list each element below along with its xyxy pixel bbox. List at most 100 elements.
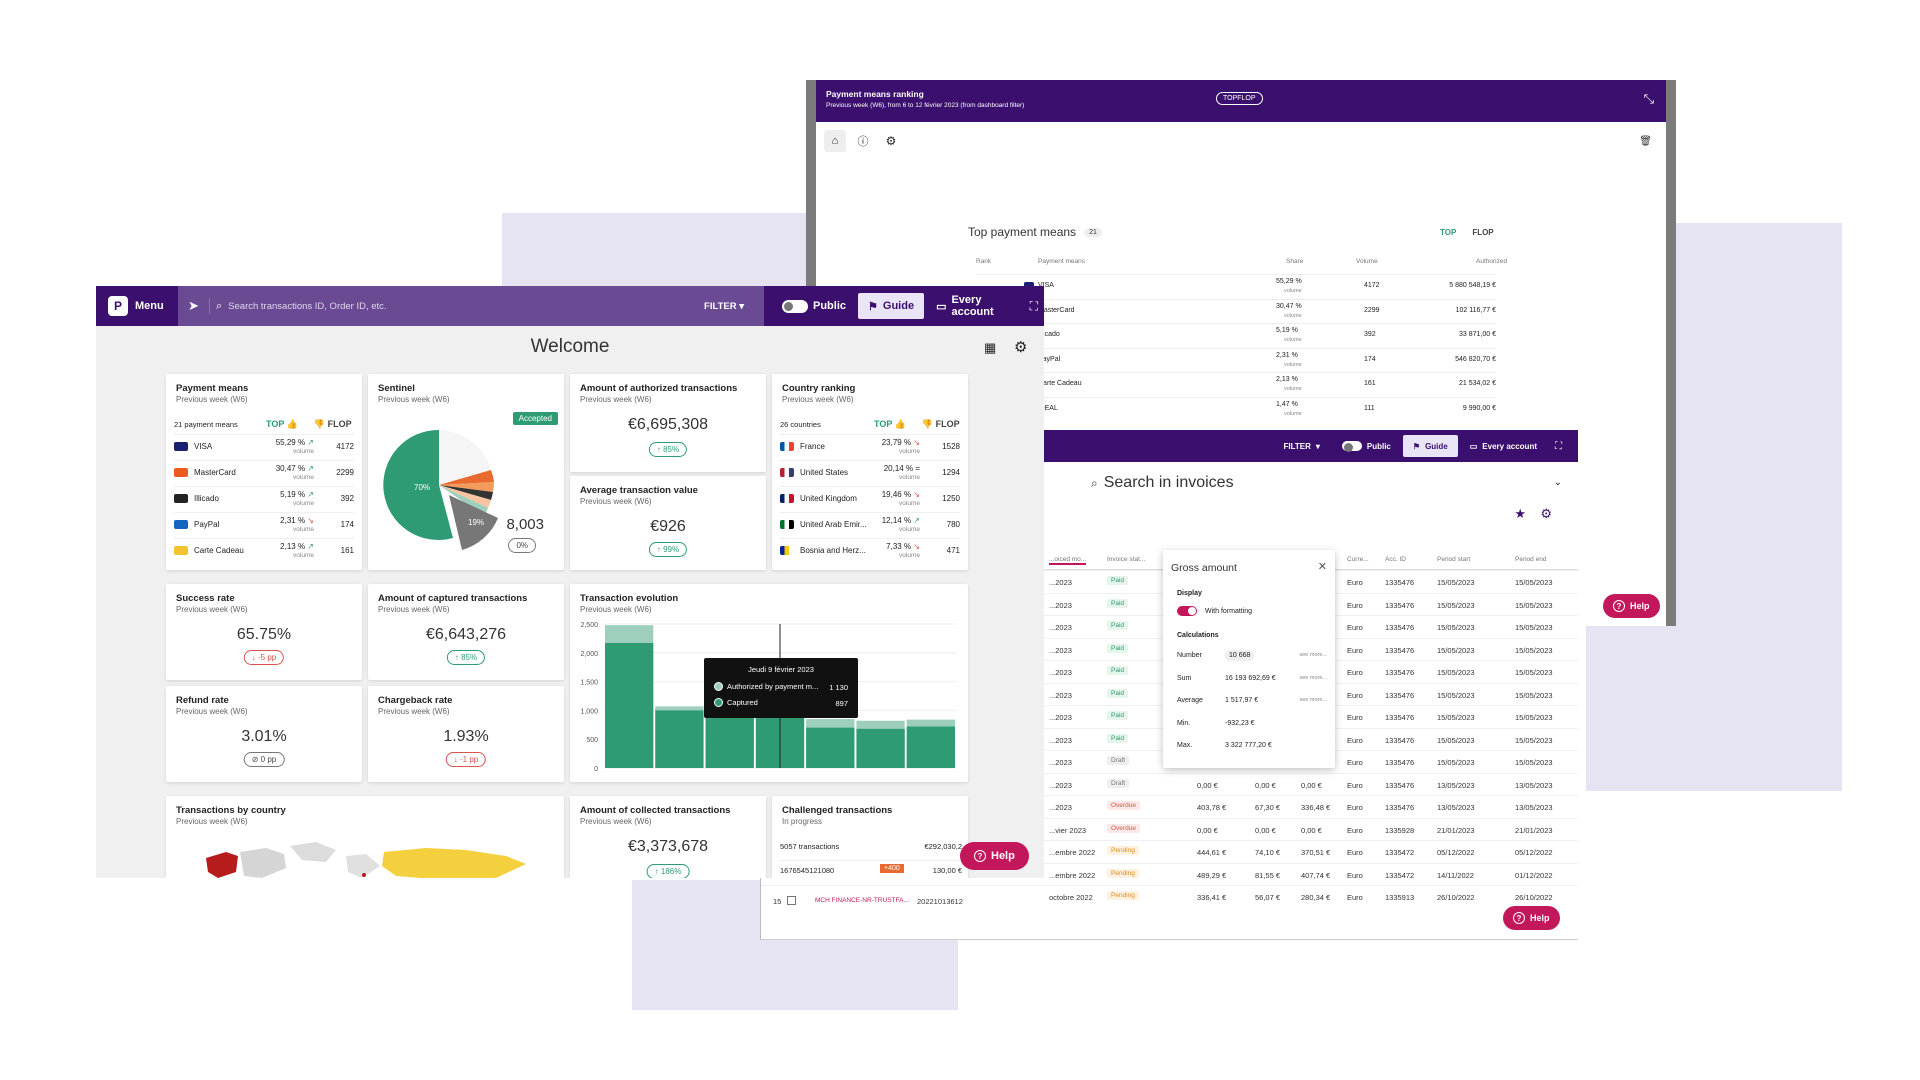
ranking-row[interactable]: PayPal 2,31 % volume 174 546 820,70 € bbox=[976, 347, 1496, 372]
payment-means-row[interactable]: MasterCard 30,47 % ↗ volume 2299 bbox=[174, 460, 354, 484]
card-title: Success rate bbox=[176, 593, 235, 604]
display-label: Display bbox=[1177, 590, 1202, 597]
refund-rate-card[interactable]: Refund rate Previous week (W6) 3.01% ⊘ 0… bbox=[166, 686, 362, 782]
payment-means-row[interactable]: Carte Cadeau 2,13 % ↗ volume 161 bbox=[174, 538, 354, 562]
trend-icon: ↗ bbox=[305, 489, 314, 499]
home-icon[interactable]: ⌂ bbox=[824, 130, 846, 152]
see-more-link[interactable]: see more... bbox=[1299, 652, 1327, 658]
transactions-by-country-card[interactable]: Transactions by country Previous week (W… bbox=[166, 796, 564, 878]
change-pill: ↓ -1 pp bbox=[445, 752, 487, 767]
calendar-icon[interactable]: ▦ bbox=[984, 340, 997, 355]
challenged-amount: €292,030,2 bbox=[924, 842, 962, 851]
filter-button[interactable]: FILTER ▾ bbox=[704, 300, 744, 312]
search-bar[interactable]: ➤ ⌕ Search transactions ID, Order ID, et… bbox=[178, 286, 764, 326]
close-icon[interactable]: ✕ bbox=[1317, 561, 1327, 573]
ranking-row[interactable]: Carte Cadeau 2,13 % volume 161 21 534,02 € bbox=[976, 372, 1496, 396]
card-title: Chargeback rate bbox=[378, 695, 453, 706]
invoice-row[interactable]: ...embre 2022 Pending 489,29 €81,55 €407,7… bbox=[761, 862, 1578, 886]
ranking-panel-title: Top payment means 21 bbox=[968, 225, 1102, 239]
ranking-row[interactable]: MasterCard 30,47 % volume 2299 102 116,77 € bbox=[976, 298, 1496, 323]
fullscreen-icon[interactable]: ⛶ bbox=[1555, 440, 1562, 452]
checkbox[interactable] bbox=[787, 896, 796, 905]
collected-amount-card[interactable]: Amount of collected transactions Previou… bbox=[570, 796, 766, 878]
public-toggle[interactable]: Public bbox=[772, 293, 856, 319]
invoice-row[interactable]: ...2023 Draft 0,00 €0,00 €0,00 € Euro 133547… bbox=[761, 772, 1578, 796]
top-flop-toggle[interactable]: TOP 👍 👎 FLOP bbox=[874, 419, 960, 429]
payment-means-row[interactable]: PayPal 2,31 % ↘ volume 174 bbox=[174, 512, 354, 536]
country-row[interactable]: United States 20,14 % = volume 1294 bbox=[780, 460, 960, 484]
y-tick-label: 500 bbox=[586, 737, 598, 744]
search-input[interactable]: Search transactions ID, Order ID, etc. bbox=[228, 300, 387, 312]
country-ranking-card[interactable]: Country ranking Previous week (W6) 26 co… bbox=[772, 374, 968, 570]
top-flop-toggle[interactable]: TOP 👍 👎 FLOP bbox=[266, 419, 352, 429]
gear-icon[interactable]: ⚙ bbox=[1014, 339, 1028, 356]
invoice-row[interactable]: ...embre 2022 Pending 444,61 €74,10 €370,5… bbox=[761, 840, 1578, 863]
card-title: Transactions by country bbox=[176, 805, 286, 816]
chevron-down-icon[interactable]: ⌄ bbox=[1553, 477, 1562, 488]
fullscreen-icon[interactable]: ⛶ bbox=[1029, 298, 1038, 313]
transaction-evolution-card[interactable]: Transaction evolution Previous week (W6)… bbox=[570, 584, 968, 782]
ranking-row[interactable]: Illicado 5,19 % volume 392 33 871,00 € bbox=[976, 323, 1496, 347]
bar-captured bbox=[806, 727, 855, 768]
flag-icon: ⚑ bbox=[1412, 441, 1421, 451]
country-row[interactable]: Bosnia and Herz... 7,33 % ↘ volume 471 bbox=[780, 538, 960, 562]
invoice-row[interactable]: octobre 2022 Pending 336,41 €56,07 €280,34… bbox=[761, 885, 1578, 908]
trend-icon: ↘ bbox=[911, 437, 920, 447]
menu-button[interactable]: P Menu bbox=[96, 286, 176, 326]
send-icon[interactable]: ➤ bbox=[178, 298, 210, 314]
invoice-search[interactable]: ⌕ Search in invoices bbox=[1091, 474, 1234, 491]
public-toggle[interactable]: Public bbox=[1332, 433, 1401, 459]
guide-button[interactable]: ⚑ Guide bbox=[858, 293, 925, 319]
world-map bbox=[206, 842, 526, 878]
country-row[interactable]: United Kingdom 19,46 % ↘ volume 1250 bbox=[780, 486, 960, 510]
help-button[interactable]: ? Help bbox=[960, 842, 1029, 870]
account-selector[interactable]: ▭ Every account bbox=[936, 294, 994, 318]
invoice-row[interactable]: ...vier 2023 Overdue 0,00 €0,00 €0,00 € Eur… bbox=[761, 817, 1578, 841]
country-row[interactable]: United Arab Emir... 12,14 % ↗ volume 780 bbox=[780, 512, 960, 536]
authorized-amount-card[interactable]: Amount of authorized transactions Previo… bbox=[570, 374, 766, 472]
invoice-row[interactable]: ...2023 Overdue 403,78 €67,30 €336,48 € Eur… bbox=[761, 795, 1578, 818]
card-subtitle: Previous week (W6) bbox=[378, 605, 450, 614]
captured-amount-card[interactable]: Amount of captured transactions Previous… bbox=[368, 584, 564, 680]
payment-means-row[interactable]: VISA 55,29 % ↗ volume 4172 bbox=[174, 434, 354, 458]
invoice-last-row[interactable]: 15 MCH FINANCE-NR-TRUSTFA... 20221013612 bbox=[773, 896, 963, 906]
bar-captured bbox=[655, 710, 704, 768]
guide-button[interactable]: ⚑ Guide bbox=[1402, 435, 1458, 457]
formatting-toggle[interactable]: With formatting bbox=[1177, 606, 1252, 616]
filter-button[interactable]: FILTER ▾ bbox=[1283, 441, 1320, 451]
top-flop-toggle[interactable]: TOP FLOP bbox=[1440, 228, 1494, 237]
sentinel-card[interactable]: Sentinel Previous week (W6) Accepted 70%… bbox=[368, 374, 564, 570]
success-rate-card[interactable]: Success rate Previous week (W6) 65.75% ↓… bbox=[166, 584, 362, 680]
info-icon[interactable]: ⓘ bbox=[857, 136, 869, 148]
chargeback-rate-card[interactable]: Chargeback rate Previous week (W6) 1.93%… bbox=[368, 686, 564, 782]
trend-icon: ↗ bbox=[305, 463, 314, 473]
account-icon: ▭ bbox=[1469, 441, 1478, 451]
average-value-card[interactable]: Average transaction value Previous week … bbox=[570, 476, 766, 570]
see-more-link[interactable]: see more... bbox=[1299, 674, 1327, 681]
top-bar: P Menu ➤ ⌕ Search transactions ID, Order… bbox=[96, 286, 1044, 326]
gear-icon[interactable]: ⚙ bbox=[1540, 506, 1552, 521]
change-pill: ⊘ 0 pp bbox=[243, 752, 285, 767]
status-badge: Draft bbox=[1107, 756, 1130, 765]
topflop-badge[interactable]: TOPFLOP bbox=[1216, 92, 1263, 105]
gear-icon[interactable]: ⚙ bbox=[885, 134, 897, 148]
account-selector[interactable]: ▭ Every account bbox=[1469, 441, 1537, 451]
trash-icon[interactable]: 🗑 bbox=[1639, 136, 1652, 147]
help-button[interactable]: ? Help bbox=[1503, 906, 1560, 930]
payment-means-card[interactable]: Payment means Previous week (W6) 21 paym… bbox=[166, 374, 362, 570]
help-button[interactable]: ? Help bbox=[1603, 594, 1660, 618]
collapse-icon[interactable]: ⤡ bbox=[1643, 91, 1654, 106]
ranking-row[interactable]: VISA 55,29 % volume 4172 5 880 548,19 € bbox=[976, 274, 1496, 298]
challenged-transactions-card[interactable]: Challenged transactions In progress 5057… bbox=[772, 796, 968, 878]
card-subtitle: Previous week (W6) bbox=[580, 817, 652, 826]
card-subtitle: Previous week (W6) bbox=[176, 817, 248, 826]
payment-means-row[interactable]: Illicado 5,19 % ↗ volume 392 bbox=[174, 486, 354, 510]
star-icon[interactable]: ★ bbox=[1514, 506, 1526, 521]
country-row[interactable]: France 23,79 % ↘ volume 1528 bbox=[780, 434, 960, 458]
see-more-link[interactable]: see more... bbox=[1299, 697, 1327, 703]
ranking-subtitle: Previous week (W6), from 6 to 12 février… bbox=[826, 102, 1025, 109]
count-label: 21 payment means bbox=[174, 420, 238, 429]
challenged-count: 5057 transactions bbox=[780, 842, 840, 851]
ranking-row[interactable]: iDEAL 1,47 % volume 111 9 990,00 € bbox=[976, 396, 1496, 421]
challenged-row[interactable]: 1676545121080 +400 130,00 € bbox=[780, 860, 962, 878]
